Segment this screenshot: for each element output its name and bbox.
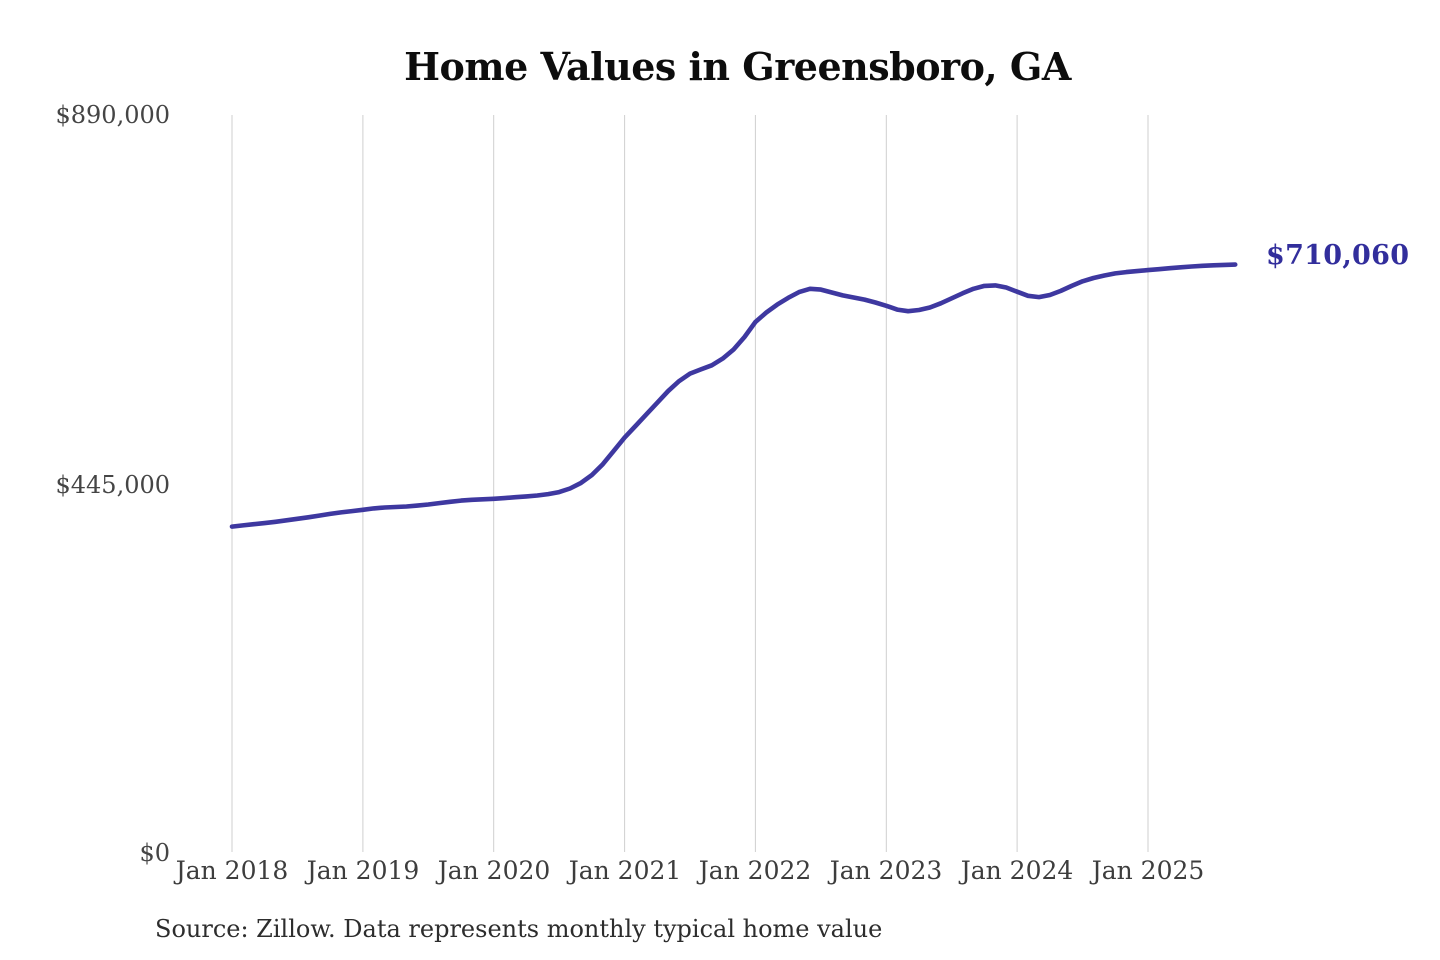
x-axis-label-2021: Jan 2021 [568, 856, 682, 885]
x-axis-label-2025: Jan 2025 [1091, 856, 1205, 885]
y-axis-tick-890000: $890,000 [55, 101, 170, 129]
x-axis-label-2024: Jan 2024 [960, 856, 1074, 885]
chart-title: Home Values in Greensboro, GA [404, 44, 1071, 89]
y-axis-tick-0: $0 [139, 839, 170, 867]
home-value-line [229, 262, 1238, 529]
x-axis-label-2023: Jan 2023 [829, 856, 943, 885]
source-note: Source: Zillow. Data represents monthly … [155, 915, 883, 943]
x-axis-label-2022: Jan 2022 [698, 856, 812, 885]
x-axis-label-2019: Jan 2019 [306, 856, 420, 885]
x-axis-label-2020: Jan 2020 [437, 856, 551, 885]
y-axis-tick-445000: $445,000 [55, 471, 170, 499]
x-axis-label-2018: Jan 2018 [175, 856, 289, 885]
latest-value-label: $710,060 [1266, 240, 1410, 271]
